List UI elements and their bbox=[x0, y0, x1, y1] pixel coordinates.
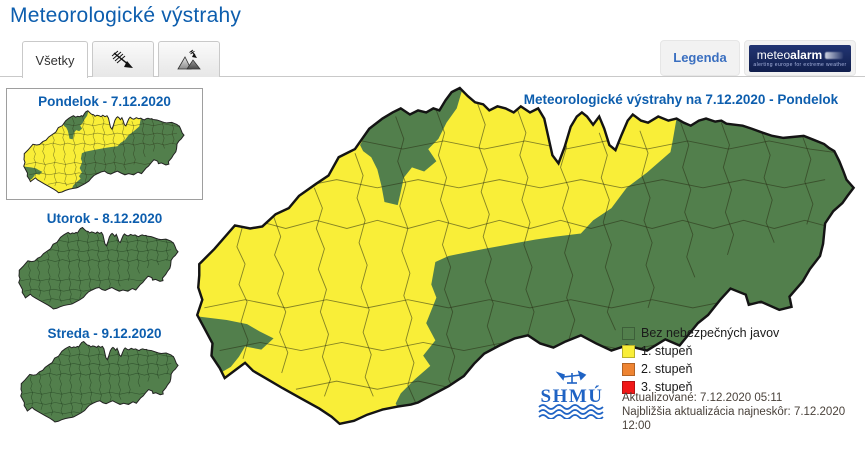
main-map-title: Meteorologické výstrahy na 7.12.2020 - P… bbox=[523, 92, 839, 107]
meteoalarm-tagline: alerting europe for extreme weather bbox=[753, 61, 847, 68]
update-status: Aktualizované: 7.12.2020 05:11 Najbližši… bbox=[622, 392, 865, 433]
tabbar-divider bbox=[0, 76, 865, 77]
tuesday-map-thumbnail[interactable] bbox=[18, 227, 181, 311]
map-legend: Bez nebezpečných javov 1. stupeň 2. stup… bbox=[622, 326, 779, 394]
day-label-wednesday: Streda - 9.12.2020 bbox=[47, 326, 162, 341]
day-label-monday: Pondelok - 7.12.2020 bbox=[38, 94, 171, 109]
tab-avalanche-warnings[interactable] bbox=[158, 41, 220, 77]
legend-item-none: Bez nebezpečných javov bbox=[622, 326, 779, 340]
legend-swatch-red bbox=[622, 380, 635, 394]
tab-all-label: Všetky bbox=[35, 52, 75, 68]
legend-swatch-orange bbox=[622, 362, 635, 376]
svg-text:SHMÚ: SHMÚ bbox=[541, 385, 604, 407]
monday-map-thumbnail bbox=[22, 110, 185, 194]
wednesday-map-thumbnail[interactable] bbox=[20, 341, 181, 424]
day-label-tuesday: Utorok - 8.12.2020 bbox=[46, 211, 163, 226]
shmu-logo[interactable]: SHMÚ bbox=[533, 369, 611, 419]
meteoalarm-meteo-text: meteo bbox=[756, 47, 791, 62]
legend-button[interactable]: Legenda bbox=[660, 40, 740, 76]
legend-item-level3: 3. stupeň bbox=[622, 380, 779, 394]
avalanche-mountain-icon bbox=[177, 49, 201, 69]
wind-arrow-icon bbox=[111, 50, 133, 68]
tab-all-warnings[interactable]: Všetky bbox=[22, 41, 88, 78]
legend-item-level2: 2. stupeň bbox=[622, 362, 779, 376]
meteoalarm-graphic bbox=[825, 51, 844, 59]
legend-swatch-yellow bbox=[622, 344, 635, 358]
meteoalarm-alarm-text: alarm bbox=[790, 47, 823, 62]
day-thumb-monday[interactable]: Pondelok - 7.12.2020 bbox=[6, 88, 203, 200]
meteoalarm-link[interactable]: meteo alarm alerting europe for extreme w… bbox=[744, 40, 856, 76]
meteoalarm-logo: meteo alarm alerting europe for extreme w… bbox=[749, 44, 851, 72]
tab-wind-warnings[interactable] bbox=[92, 41, 154, 77]
next-update-at: Najbližšia aktualizácia najneskôr: 7.12.… bbox=[622, 405, 846, 432]
updated-at: Aktualizované: 7.12.2020 05:11 bbox=[622, 392, 783, 404]
legend-swatch-green bbox=[622, 326, 635, 340]
page-title: Meteorologické výstrahy bbox=[10, 4, 242, 27]
legend-item-level1: 1. stupeň bbox=[622, 344, 779, 358]
